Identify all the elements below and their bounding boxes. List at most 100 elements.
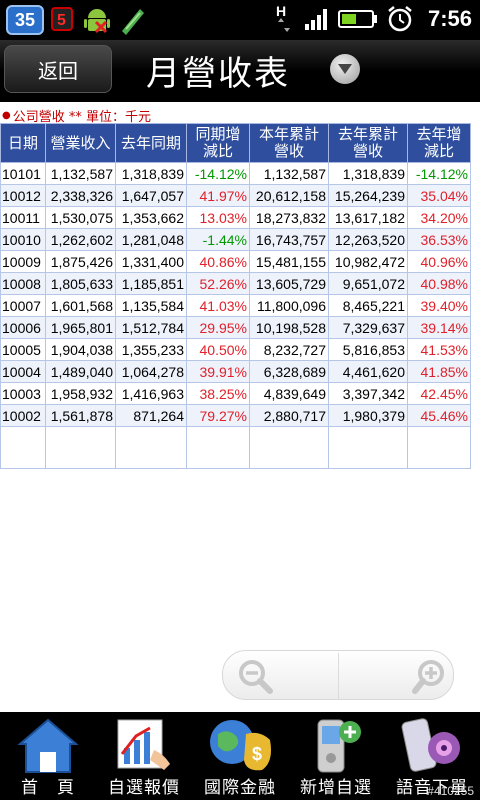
table-cell: 18,273,832 bbox=[249, 206, 329, 229]
table-cell: 1,904,038 bbox=[45, 338, 116, 361]
table-header-row: 日期 營業收入 去年同期 同期增 減比 本年累計 營收 去年累計 營收 去年增 減比 bbox=[0, 123, 471, 163]
column-header-text: 同期增 bbox=[195, 125, 241, 143]
column-header-text: 營收 bbox=[352, 142, 383, 160]
nav-home[interactable]: 首 頁 bbox=[0, 712, 96, 800]
table-cell: 41.85% bbox=[407, 360, 471, 383]
column-header[interactable]: 去年累計 營收 bbox=[328, 123, 408, 163]
page-title: 月營收表 bbox=[146, 54, 290, 94]
table-cell: 1,318,839 bbox=[115, 162, 187, 185]
table-cell: 4,839,649 bbox=[249, 382, 329, 405]
column-header[interactable]: 去年同期 bbox=[115, 123, 187, 163]
column-header-text: 日期 bbox=[7, 133, 38, 152]
nav-home-label: 首 頁 bbox=[21, 778, 75, 798]
table-row[interactable]: 10008 1,805,633 1,185,851 52.26% 13,605,729 9… bbox=[0, 272, 471, 295]
table-cell: 40.98% bbox=[407, 272, 471, 295]
table-cell: 1,331,400 bbox=[115, 250, 187, 273]
zoom-in-button[interactable] bbox=[407, 657, 453, 697]
table-cell: 10009 bbox=[0, 250, 46, 273]
nav-add-watchlist[interactable]: 新增自選 bbox=[288, 712, 384, 800]
title-dropdown-button[interactable] bbox=[330, 54, 360, 84]
pencil-icon bbox=[122, 9, 144, 35]
table-row[interactable]: 10005 1,904,038 1,355,233 40.50% 8,232,727 5,… bbox=[0, 338, 471, 361]
table-cell: 1,281,048 bbox=[115, 228, 187, 251]
bullet-icon: ● bbox=[2, 109, 11, 121]
zoom-out-icon bbox=[239, 660, 273, 694]
column-header-text: 減比 bbox=[423, 142, 454, 160]
nav-watchlist-quotes[interactable]: 自選報價 bbox=[96, 712, 192, 800]
table-cell: 4,461,620 bbox=[328, 360, 408, 383]
table-empty-cell bbox=[186, 426, 250, 469]
table-empty-cell bbox=[115, 426, 187, 469]
home-icon bbox=[17, 718, 79, 773]
table-cell: 1,875,426 bbox=[45, 250, 116, 273]
nav-intl-finance[interactable]: $ 國際金融 bbox=[192, 712, 288, 800]
table-row[interactable]: 10003 1,958,932 1,416,963 38.25% 4,839,649 3,… bbox=[0, 382, 471, 405]
column-header-text: 營收 bbox=[273, 142, 304, 160]
table-cell: 1,489,040 bbox=[45, 360, 116, 383]
zoom-out-button[interactable] bbox=[233, 657, 279, 697]
table-cell: 1,647,057 bbox=[115, 184, 187, 207]
table-cell: 1,132,587 bbox=[249, 162, 329, 185]
nav-watchlist-quotes-label: 自選報價 bbox=[108, 778, 180, 798]
table-cell: 10006 bbox=[0, 316, 46, 339]
table-cell: 13.03% bbox=[186, 206, 250, 229]
column-header[interactable]: 同期增 減比 bbox=[186, 123, 250, 163]
table-cell: 42.45% bbox=[407, 382, 471, 405]
table-row[interactable]: 10010 1,262,602 1,281,048 -1.44% 16,743,757 1… bbox=[0, 228, 471, 251]
svg-text:H: H bbox=[276, 3, 286, 19]
back-button[interactable]: 返回 bbox=[4, 45, 112, 93]
table-empty-row bbox=[0, 426, 471, 469]
revenue-table: 日期 營業收入 去年同期 同期增 減比 本年累計 營收 去年累計 營收 去年增 減比 10101 1,… bbox=[0, 123, 471, 469]
table-cell: 36.53% bbox=[407, 228, 471, 251]
table-row[interactable]: 10007 1,601,568 1,135,584 41.03% 11,800,096 8… bbox=[0, 294, 471, 317]
phone-add-icon bbox=[317, 719, 361, 773]
table-cell: 20,612,158 bbox=[249, 184, 329, 207]
nav-voice-order[interactable]: 語音下單 bbox=[384, 712, 480, 800]
table-cell: 79.27% bbox=[186, 404, 250, 427]
alarm-clock-icon bbox=[388, 6, 412, 32]
column-header[interactable]: 去年增 減比 bbox=[407, 123, 471, 163]
table-cell: 2,338,326 bbox=[45, 184, 116, 207]
bottom-nav: 首 頁 自選報價 $ 國際金融 新增自選 bbox=[0, 712, 480, 800]
table-cell: 38.25% bbox=[186, 382, 250, 405]
table-cell: 10,198,528 bbox=[249, 316, 329, 339]
table-cell: 8,232,727 bbox=[249, 338, 329, 361]
table-cell: 10101 bbox=[0, 162, 46, 185]
column-header[interactable]: 日期 bbox=[0, 123, 46, 163]
table-row[interactable]: 10011 1,530,075 1,353,662 13.03% 18,273,832 1… bbox=[0, 206, 471, 229]
app-header: 返回 月營收表 bbox=[0, 40, 480, 102]
zoom-in-icon bbox=[412, 660, 444, 694]
table-cell: 41.53% bbox=[407, 338, 471, 361]
column-header-text: 去年增 bbox=[416, 125, 462, 143]
table-cell: 16,743,757 bbox=[249, 228, 329, 251]
table-row[interactable]: 10009 1,875,426 1,331,400 40.86% 15,481,155 1… bbox=[0, 250, 471, 273]
table-cell: 10008 bbox=[0, 272, 46, 295]
table-cell: 7,329,637 bbox=[328, 316, 408, 339]
chart-hand-icon bbox=[117, 719, 170, 770]
nav-voice-order-label: 語音下單 bbox=[396, 778, 468, 798]
table-body[interactable]: 10101 1,132,587 1,318,839 -14.12% 1,132,587 1… bbox=[0, 162, 471, 469]
table-cell: 41.03% bbox=[186, 294, 250, 317]
column-header-text: 營業收入 bbox=[50, 133, 111, 152]
table-row[interactable]: 10012 2,338,326 1,647,057 41.97% 20,612,158 1… bbox=[0, 184, 471, 207]
table-row[interactable]: 10002 1,561,878 871,264 79.27% 2,880,717 1,98… bbox=[0, 404, 471, 427]
table-cell: 10010 bbox=[0, 228, 46, 251]
column-header[interactable]: 本年累計 營收 bbox=[249, 123, 329, 163]
table-row[interactable]: 10101 1,132,587 1,318,839 -14.12% 1,132,587 1… bbox=[0, 162, 471, 185]
table-cell: 1,064,278 bbox=[115, 360, 187, 383]
column-header-text: 去年同期 bbox=[120, 133, 181, 152]
table-cell: 1,965,801 bbox=[45, 316, 116, 339]
table-cell: 13,605,729 bbox=[249, 272, 329, 295]
table-row[interactable]: 10004 1,489,040 1,064,278 39.91% 6,328,689 4,… bbox=[0, 360, 471, 383]
table-cell: 10007 bbox=[0, 294, 46, 317]
table-row[interactable]: 10006 1,965,801 1,512,784 29.95% 10,198,528 7… bbox=[0, 316, 471, 339]
unit-caption: ● 公司營收 ** 單位：千元 bbox=[0, 106, 151, 125]
table-cell: -14.12% bbox=[186, 162, 250, 185]
table-cell: 5,816,853 bbox=[328, 338, 408, 361]
table-cell: 10011 bbox=[0, 206, 46, 229]
table-cell: 39.91% bbox=[186, 360, 250, 383]
column-header[interactable]: 營業收入 bbox=[45, 123, 116, 163]
table-cell: 1,805,633 bbox=[45, 272, 116, 295]
zoom-controls bbox=[222, 650, 454, 700]
table-cell: 1,601,568 bbox=[45, 294, 116, 317]
